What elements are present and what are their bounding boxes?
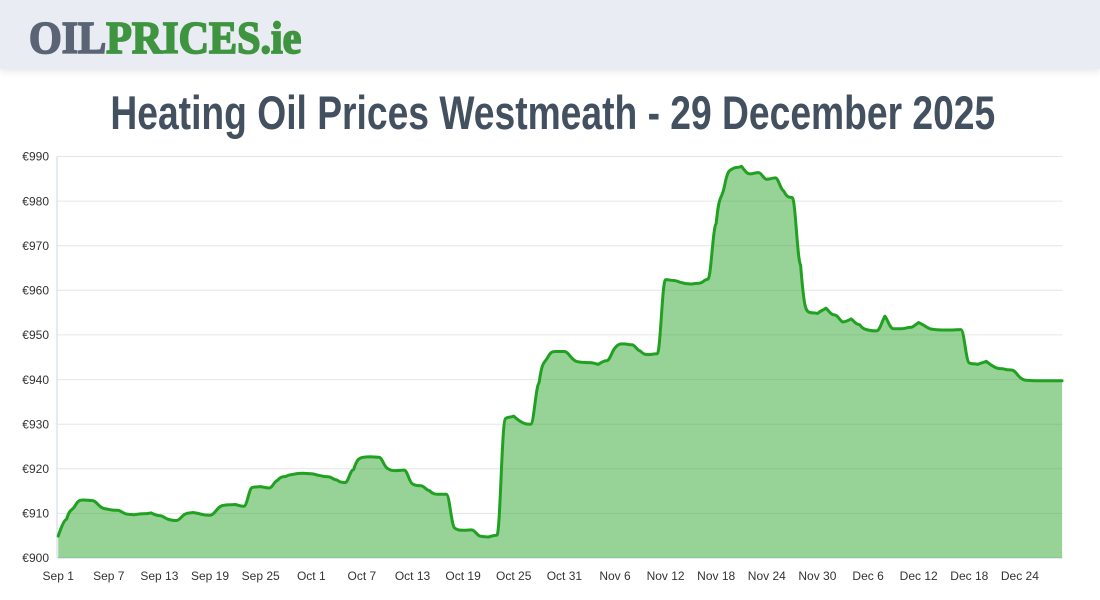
svg-text:€970: €970 — [22, 239, 49, 253]
svg-text:Oct 31: Oct 31 — [547, 569, 583, 583]
svg-text:Dec 6: Dec 6 — [852, 569, 884, 583]
svg-text:Sep 25: Sep 25 — [242, 569, 280, 583]
svg-text:€950: €950 — [22, 328, 49, 342]
svg-text:Nov 18: Nov 18 — [697, 569, 735, 583]
svg-text:Sep 13: Sep 13 — [140, 569, 178, 583]
svg-text:Dec 12: Dec 12 — [900, 569, 938, 583]
svg-text:Oct 1: Oct 1 — [297, 569, 326, 583]
svg-text:Sep 7: Sep 7 — [93, 569, 125, 583]
svg-text:€940: €940 — [22, 373, 49, 387]
svg-text:Sep 19: Sep 19 — [191, 569, 229, 583]
svg-text:€900: €900 — [22, 551, 49, 565]
svg-text:Dec 24: Dec 24 — [1001, 569, 1039, 583]
svg-text:Oct 7: Oct 7 — [348, 569, 377, 583]
svg-text:Sep 1: Sep 1 — [43, 569, 75, 583]
svg-text:Oct 25: Oct 25 — [496, 569, 532, 583]
svg-text:Oct 13: Oct 13 — [395, 569, 431, 583]
svg-text:€960: €960 — [22, 284, 49, 298]
svg-text:Nov 24: Nov 24 — [748, 569, 786, 583]
svg-text:€980: €980 — [22, 194, 49, 208]
svg-text:Nov 6: Nov 6 — [599, 569, 631, 583]
svg-text:Oct 19: Oct 19 — [445, 569, 481, 583]
svg-text:€990: €990 — [22, 150, 49, 164]
svg-text:Nov 12: Nov 12 — [647, 569, 685, 583]
svg-text:€910: €910 — [22, 507, 49, 521]
svg-text:Nov 30: Nov 30 — [798, 569, 836, 583]
svg-text:€920: €920 — [22, 462, 49, 476]
svg-text:€930: €930 — [22, 417, 49, 431]
svg-text:Dec 18: Dec 18 — [950, 569, 988, 583]
